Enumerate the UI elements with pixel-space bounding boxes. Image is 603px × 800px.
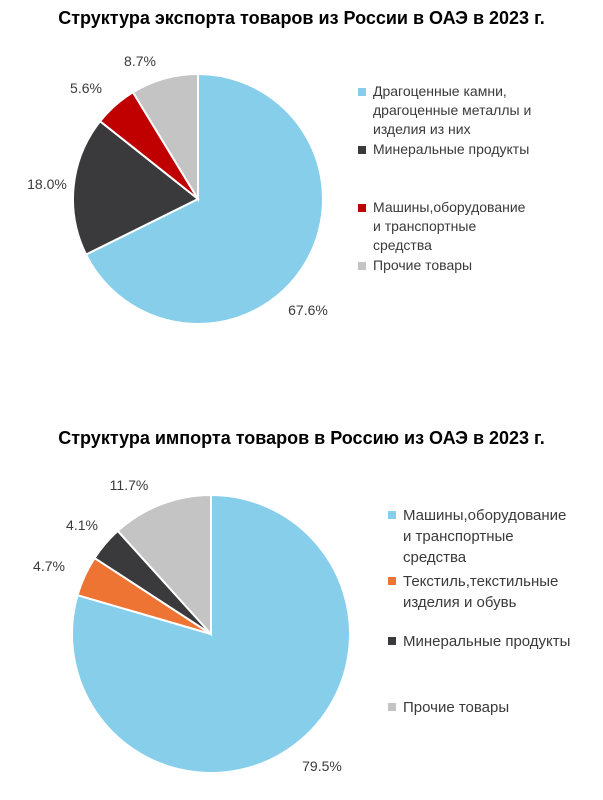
legend-swatch bbox=[358, 204, 366, 212]
slice-value-label: 4.1% bbox=[66, 517, 98, 533]
export-chart-title: Структура экспорта товаров из России в О… bbox=[58, 8, 545, 28]
slice-value-label: 5.6% bbox=[70, 80, 102, 96]
legend-label: Машины,оборудование и транспортные средс… bbox=[373, 199, 526, 253]
legend-item: Машины,оборудование и транспортные средс… bbox=[388, 505, 566, 568]
legend-label: Текстиль,текстильные изделия и обувь bbox=[403, 573, 559, 611]
import-chart-title: Структура импорта товаров в Россию из ОА… bbox=[58, 428, 545, 448]
pie-slice-1 bbox=[84, 72, 324, 325]
pie-slice-4 bbox=[116, 493, 212, 637]
legend-label: Машины,оборудование и транспортные средс… bbox=[403, 507, 567, 566]
pie-slice-1 bbox=[71, 493, 351, 774]
legend-label: Прочие товары bbox=[373, 257, 473, 273]
legend-swatch bbox=[388, 577, 396, 585]
legend-swatch bbox=[388, 703, 396, 711]
legend-item: Текстиль,текстильные изделия и обувь bbox=[388, 571, 558, 613]
pie-slice-2 bbox=[72, 119, 200, 256]
import-pie-chart bbox=[71, 493, 351, 774]
slice-value-label: 67.6% bbox=[288, 302, 328, 318]
pie-slice-4 bbox=[131, 72, 199, 203]
legend-item: Минеральные продукты bbox=[388, 631, 570, 652]
export-pie-chart bbox=[72, 72, 324, 325]
legend-swatch bbox=[388, 637, 396, 645]
legend-label: Драгоценные камни, драгоценные металлы и… bbox=[373, 83, 532, 137]
slice-value-label: 8.7% bbox=[124, 53, 156, 69]
legend-item: Прочие товары bbox=[388, 697, 509, 718]
legend-item: Машины,оборудование и транспортные средс… bbox=[358, 198, 525, 255]
legend-swatch bbox=[358, 262, 366, 270]
legend-label: Минеральные продукты bbox=[373, 141, 530, 157]
legend-item: Драгоценные камни, драгоценные металлы и… bbox=[358, 82, 531, 139]
legend-item: Прочие товары bbox=[358, 256, 472, 275]
slice-value-label: 11.7% bbox=[109, 477, 149, 493]
legend-swatch bbox=[358, 88, 366, 96]
legend-item: Минеральные продукты bbox=[358, 140, 529, 159]
legend-label: Прочие товары bbox=[403, 699, 510, 716]
legend-swatch bbox=[358, 146, 366, 154]
slice-value-label: 18.0% bbox=[27, 176, 67, 192]
slice-value-label: 4.7% bbox=[33, 558, 65, 574]
legend-label: Минеральные продукты bbox=[403, 633, 571, 650]
slice-value-label: 79.5% bbox=[302, 758, 342, 774]
legend-swatch bbox=[388, 511, 396, 519]
